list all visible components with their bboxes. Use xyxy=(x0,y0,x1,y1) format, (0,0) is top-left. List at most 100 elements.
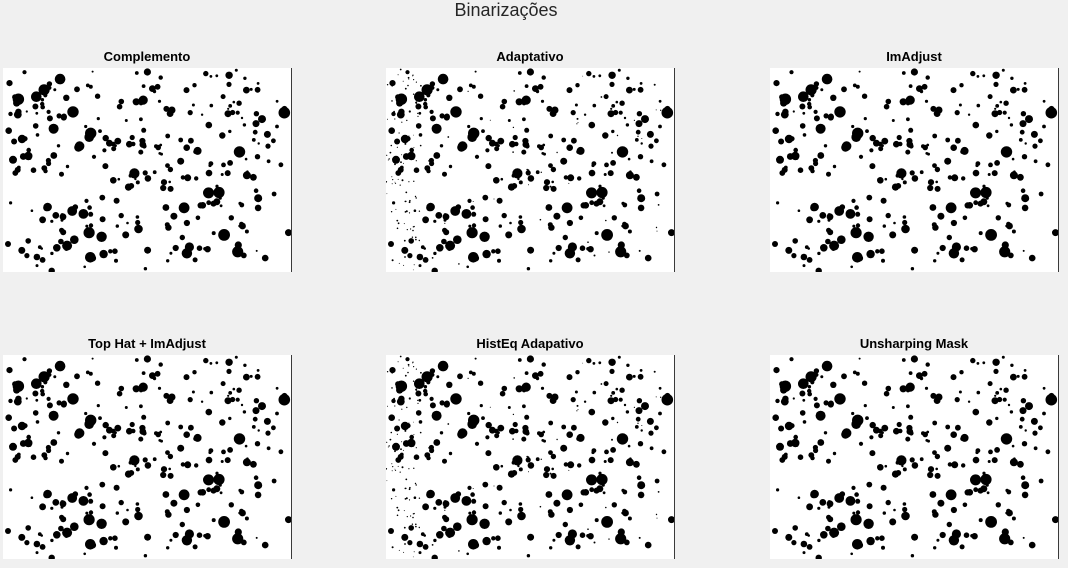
blob xyxy=(776,442,784,451)
blob xyxy=(995,129,999,134)
blob xyxy=(632,87,636,91)
blob xyxy=(664,392,671,399)
panel-histeq-adaptativo: HistEq Adapativo xyxy=(386,335,675,559)
blob xyxy=(167,166,174,173)
blob xyxy=(84,198,89,203)
blob xyxy=(946,234,952,241)
blob xyxy=(99,481,106,488)
noise-speck xyxy=(415,160,417,162)
blob xyxy=(978,231,983,236)
blob xyxy=(1045,449,1051,455)
blob xyxy=(445,527,456,538)
blob xyxy=(821,360,833,372)
blob xyxy=(41,165,48,171)
blob xyxy=(851,485,856,490)
blob xyxy=(261,254,269,262)
blob xyxy=(63,381,70,388)
blob xyxy=(550,185,557,192)
blob xyxy=(426,202,435,212)
blob xyxy=(980,473,992,486)
blob xyxy=(395,170,402,176)
blob xyxy=(491,249,496,254)
blob xyxy=(807,391,812,397)
noise-speck xyxy=(405,210,408,213)
blob xyxy=(789,357,794,362)
blob xyxy=(543,471,550,479)
blob xyxy=(555,244,562,252)
blob xyxy=(991,457,998,464)
blob xyxy=(143,267,148,271)
blob xyxy=(972,169,980,177)
noise-speck xyxy=(410,443,412,446)
blob xyxy=(37,532,42,536)
blob xyxy=(994,447,1000,453)
blob xyxy=(457,373,463,380)
blob xyxy=(863,231,874,242)
blob xyxy=(829,527,840,538)
blob xyxy=(797,167,804,173)
blob xyxy=(50,251,54,256)
blob xyxy=(271,478,277,484)
blob xyxy=(481,416,485,420)
blob xyxy=(1023,369,1027,372)
noise-speck xyxy=(655,226,658,229)
blob xyxy=(789,70,794,75)
blob xyxy=(493,178,496,181)
blob xyxy=(180,462,186,467)
blob xyxy=(799,410,806,416)
blob xyxy=(779,457,786,463)
blob xyxy=(829,240,840,251)
blob xyxy=(48,410,59,421)
binary-image xyxy=(770,68,1059,272)
blob xyxy=(635,129,641,135)
blob xyxy=(479,518,490,529)
blob xyxy=(1007,252,1014,259)
panel-title: Adaptativo xyxy=(496,49,564,64)
blob xyxy=(636,111,643,117)
blob xyxy=(83,552,86,556)
blob xyxy=(821,73,833,85)
blob xyxy=(802,420,807,424)
blob xyxy=(114,258,118,263)
blob xyxy=(517,358,522,362)
blob xyxy=(88,223,94,228)
blob xyxy=(804,532,809,536)
blob xyxy=(141,414,147,420)
blob xyxy=(219,419,226,426)
blob xyxy=(518,180,523,185)
blob xyxy=(18,246,26,254)
blob xyxy=(139,404,143,409)
blob xyxy=(1030,417,1038,425)
blob xyxy=(967,400,971,403)
blob xyxy=(196,245,203,251)
blob xyxy=(945,202,957,214)
blob xyxy=(191,103,195,107)
blob xyxy=(592,390,597,395)
blob xyxy=(244,229,249,234)
blob xyxy=(636,188,642,193)
blob xyxy=(776,155,784,164)
blob xyxy=(114,424,122,432)
blob xyxy=(813,368,820,374)
blob xyxy=(25,525,32,531)
blob xyxy=(497,431,500,434)
noise-speck xyxy=(513,430,516,433)
blob xyxy=(106,139,113,147)
blob xyxy=(575,544,581,550)
blob xyxy=(535,457,540,462)
blob xyxy=(644,254,652,262)
blob xyxy=(53,88,57,92)
noise-speck xyxy=(403,264,405,266)
blob xyxy=(25,110,28,113)
blob xyxy=(389,367,396,374)
noise-speck xyxy=(512,438,514,440)
blob xyxy=(152,170,157,175)
blob xyxy=(53,531,61,539)
blob xyxy=(792,397,795,400)
blob xyxy=(254,194,263,203)
blob xyxy=(26,147,32,153)
blob xyxy=(228,502,234,508)
blob xyxy=(977,487,984,494)
blob xyxy=(12,94,18,100)
blob xyxy=(936,251,940,255)
